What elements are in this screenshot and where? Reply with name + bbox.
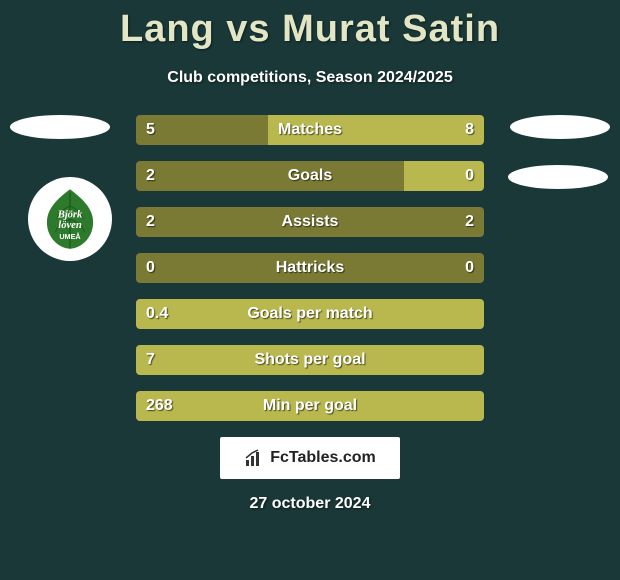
stat-right-value: 8 xyxy=(465,115,474,145)
stat-right-value: 0 xyxy=(465,253,474,283)
svg-text:löven: löven xyxy=(58,220,82,231)
watermark-text: FcTables.com xyxy=(270,449,376,467)
stat-bar: 268Min per goal xyxy=(136,391,484,421)
stat-label: Goals xyxy=(136,161,484,191)
player-left-placeholder-icon xyxy=(10,115,110,139)
stat-label: Shots per goal xyxy=(136,345,484,375)
stat-bar: 0Hattricks0 xyxy=(136,253,484,283)
stat-bar: 0.4Goals per match xyxy=(136,299,484,329)
stat-bar: 2Assists2 xyxy=(136,207,484,237)
footer-date: 27 october 2024 xyxy=(0,495,620,513)
stat-label: Goals per match xyxy=(136,299,484,329)
chart-icon xyxy=(244,448,264,468)
stat-label: Matches xyxy=(136,115,484,145)
stat-bar: 2Goals0 xyxy=(136,161,484,191)
page-title: Lang vs Murat Satin xyxy=(0,0,620,51)
stat-right-value: 0 xyxy=(465,161,474,191)
stat-right-value: 2 xyxy=(465,207,474,237)
club-right-placeholder-icon xyxy=(508,165,608,189)
comparison-area: Björk löven UMEÅ 5Matches82Goals02Assist… xyxy=(0,115,620,421)
bjorkloven-logo-icon: Björk löven UMEÅ xyxy=(37,186,103,252)
stat-label: Hattricks xyxy=(136,253,484,283)
page-subtitle: Club competitions, Season 2024/2025 xyxy=(0,69,620,87)
svg-text:UMEÅ: UMEÅ xyxy=(59,232,81,241)
watermark-badge: FcTables.com xyxy=(220,437,400,479)
stat-bar: 5Matches8 xyxy=(136,115,484,145)
stat-bars-container: 5Matches82Goals02Assists20Hattricks00.4G… xyxy=(136,115,484,421)
club-left-logo: Björk löven UMEÅ xyxy=(28,177,112,261)
svg-text:Björk: Björk xyxy=(57,210,83,221)
stat-label: Assists xyxy=(136,207,484,237)
player-right-placeholder-icon xyxy=(510,115,610,139)
stat-label: Min per goal xyxy=(136,391,484,421)
stat-bar: 7Shots per goal xyxy=(136,345,484,375)
